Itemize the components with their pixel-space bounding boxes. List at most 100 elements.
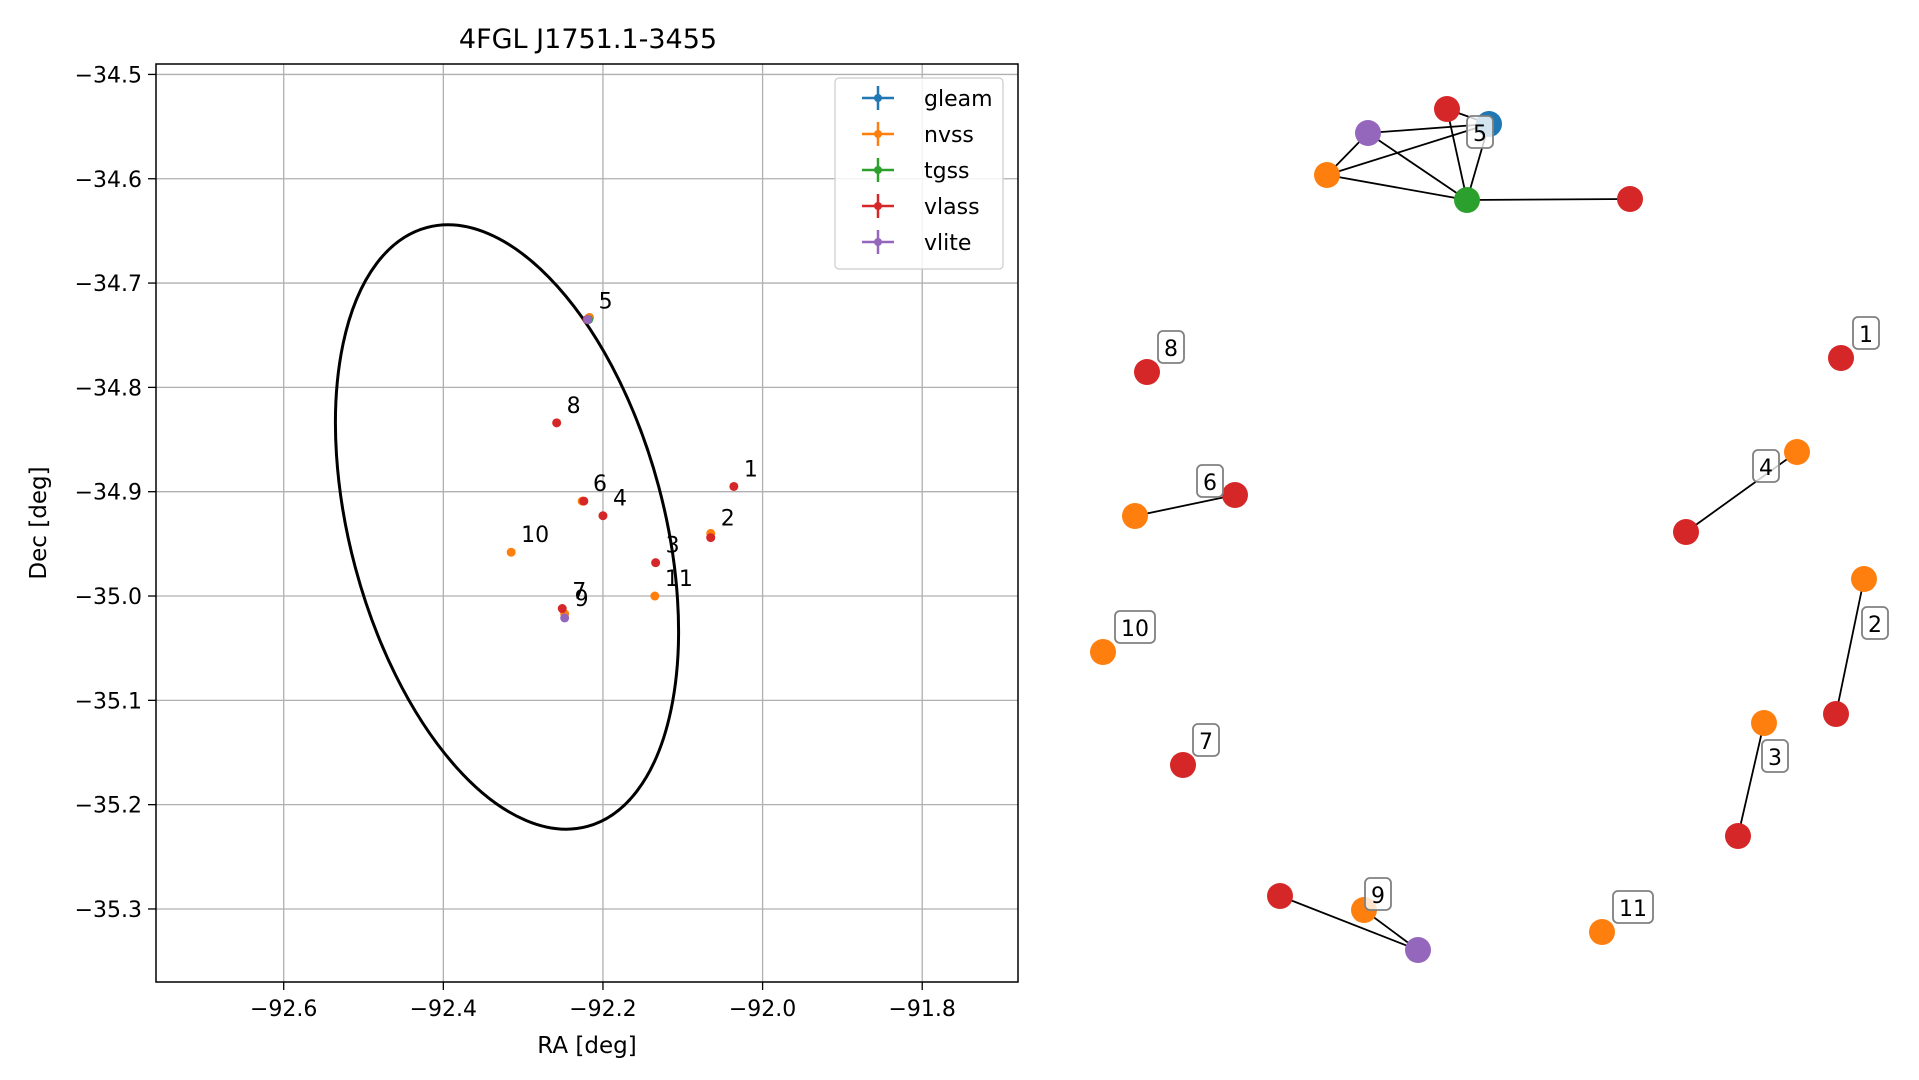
- point-label: 2: [721, 507, 735, 532]
- chart-title: 4FGL J1751.1-3455: [459, 24, 717, 55]
- point-label: 1: [744, 457, 758, 482]
- graph-label-box: [1761, 739, 1789, 773]
- graph-node: [1589, 919, 1615, 945]
- graph-label-box: [1466, 115, 1494, 149]
- point-label: 9: [575, 587, 589, 612]
- graph-node: [1751, 710, 1777, 736]
- point-label: 3: [666, 534, 680, 559]
- point-label: 6: [593, 472, 607, 497]
- graph-edge: [1134, 494, 1236, 517]
- graph-label: 5: [1473, 122, 1487, 147]
- graph-label: 1: [1859, 323, 1873, 348]
- data-point-vlass: [651, 558, 661, 568]
- y-tick-label: −34.5: [75, 63, 142, 88]
- x-tick-label: −92.4: [410, 997, 477, 1022]
- graph-label: 4: [1759, 456, 1773, 481]
- graph-edge: [1835, 578, 1865, 715]
- point-label: 11: [665, 567, 693, 592]
- graph-node: [1170, 752, 1196, 778]
- point-label: 8: [567, 394, 581, 419]
- y-tick-label: −34.7: [75, 272, 142, 297]
- legend-marker-dot: [874, 202, 882, 210]
- legend-label-vlass: vlass: [924, 195, 980, 220]
- data-point-vlite: [560, 613, 570, 623]
- point-label: 7: [572, 580, 586, 605]
- graph-label-box: [1364, 877, 1392, 911]
- graph-label-box: [1196, 464, 1224, 498]
- legend: gleam nvss tgss vlass vlite: [834, 77, 1004, 270]
- legend-marker-dot: [874, 130, 882, 138]
- graph-node: [1267, 883, 1293, 909]
- point-label: 10: [521, 523, 549, 548]
- y-tick-label: −34.9: [75, 481, 142, 506]
- y-axis-label: Dec [deg]: [26, 466, 52, 579]
- graph-label-box: [1852, 316, 1880, 350]
- graph-label-box: [1157, 330, 1185, 364]
- y-tick-label: −35.1: [75, 689, 142, 714]
- data-points: [506, 312, 739, 623]
- graph-node: [1828, 345, 1854, 371]
- x-tick-label: −92.0: [729, 997, 796, 1022]
- graph-label-box: [1861, 606, 1889, 640]
- graph-node: [1725, 823, 1751, 849]
- y-tick-label: −35.3: [75, 898, 142, 923]
- graph-label-box: [1612, 890, 1654, 924]
- graph-node: [1673, 519, 1699, 545]
- x-tick-label: −92.6: [250, 997, 317, 1022]
- localization-ellipse: [333, 223, 681, 831]
- data-point-vlite: [583, 315, 593, 325]
- legend-label-tgss: tgss: [924, 159, 970, 184]
- y-tick-label: −35.0: [75, 585, 142, 610]
- graph-edge: [1326, 174, 1468, 201]
- graph-edge: [1737, 722, 1765, 837]
- graph-label-box: [1752, 449, 1780, 483]
- graph-node: [1405, 937, 1431, 963]
- legend-marker-dot: [874, 94, 882, 102]
- y-tick-label: −35.2: [75, 794, 142, 819]
- legend-label-vlite: vlite: [924, 231, 971, 256]
- point-label: 5: [599, 290, 613, 315]
- legend-label-nvss: nvss: [924, 123, 974, 148]
- ellipse-outline: [333, 223, 681, 831]
- y-axis-ticks: −34.5 −34.6 −34.7 −34.8 −34.9 −35.0 −35.1 −35.2…: [75, 63, 156, 923]
- data-point-vlass: [579, 496, 589, 506]
- data-point-vlass: [729, 481, 739, 491]
- graph-label-box: [1114, 610, 1156, 644]
- legend-marker-dot: [874, 166, 882, 174]
- graph-label: 11: [1619, 897, 1647, 922]
- graph-edge: [1446, 108, 1468, 201]
- graph-node: [1617, 186, 1643, 212]
- graph-node: [1122, 503, 1148, 529]
- x-tick-label: −92.2: [569, 997, 636, 1022]
- graph-node: [1823, 701, 1849, 727]
- graph-edge: [1367, 132, 1468, 201]
- x-axis-label: RA [deg]: [537, 1033, 636, 1059]
- graph-node: [1454, 187, 1480, 213]
- graph-label: 3: [1768, 746, 1782, 771]
- data-point-vlass: [706, 533, 716, 543]
- graph-node: [1090, 639, 1116, 665]
- x-axis-ticks: −92.6 −92.4 −92.2 −92.0 −91.8: [250, 982, 956, 1022]
- graph-label-box: [1192, 723, 1220, 757]
- graph-node: [1314, 162, 1340, 188]
- graph-edge: [1279, 895, 1419, 951]
- x-tick-label: −91.8: [889, 997, 956, 1022]
- point-labels: 12 3 4 5 6 7 8 9 10 11: [521, 290, 758, 612]
- data-point-nvss: [506, 547, 516, 557]
- plot-frame: [155, 63, 1019, 983]
- data-point-vlass: [598, 511, 608, 521]
- legend-marker-dot: [874, 238, 882, 246]
- data-point-vlass: [557, 604, 567, 614]
- graph-label: 6: [1203, 471, 1217, 496]
- graph-label: 2: [1868, 613, 1882, 638]
- y-tick-label: −34.6: [75, 168, 142, 193]
- data-point-nvss: [650, 591, 660, 601]
- graph-label: 9: [1371, 884, 1385, 909]
- graph-node: [1355, 120, 1381, 146]
- graph-node-labels: 1 2 3 4 5 6 7 8 9 10 11: [1114, 115, 1889, 924]
- legend-label-gleam: gleam: [924, 87, 993, 112]
- graph-node: [1434, 96, 1460, 122]
- data-point-vlass: [552, 418, 562, 428]
